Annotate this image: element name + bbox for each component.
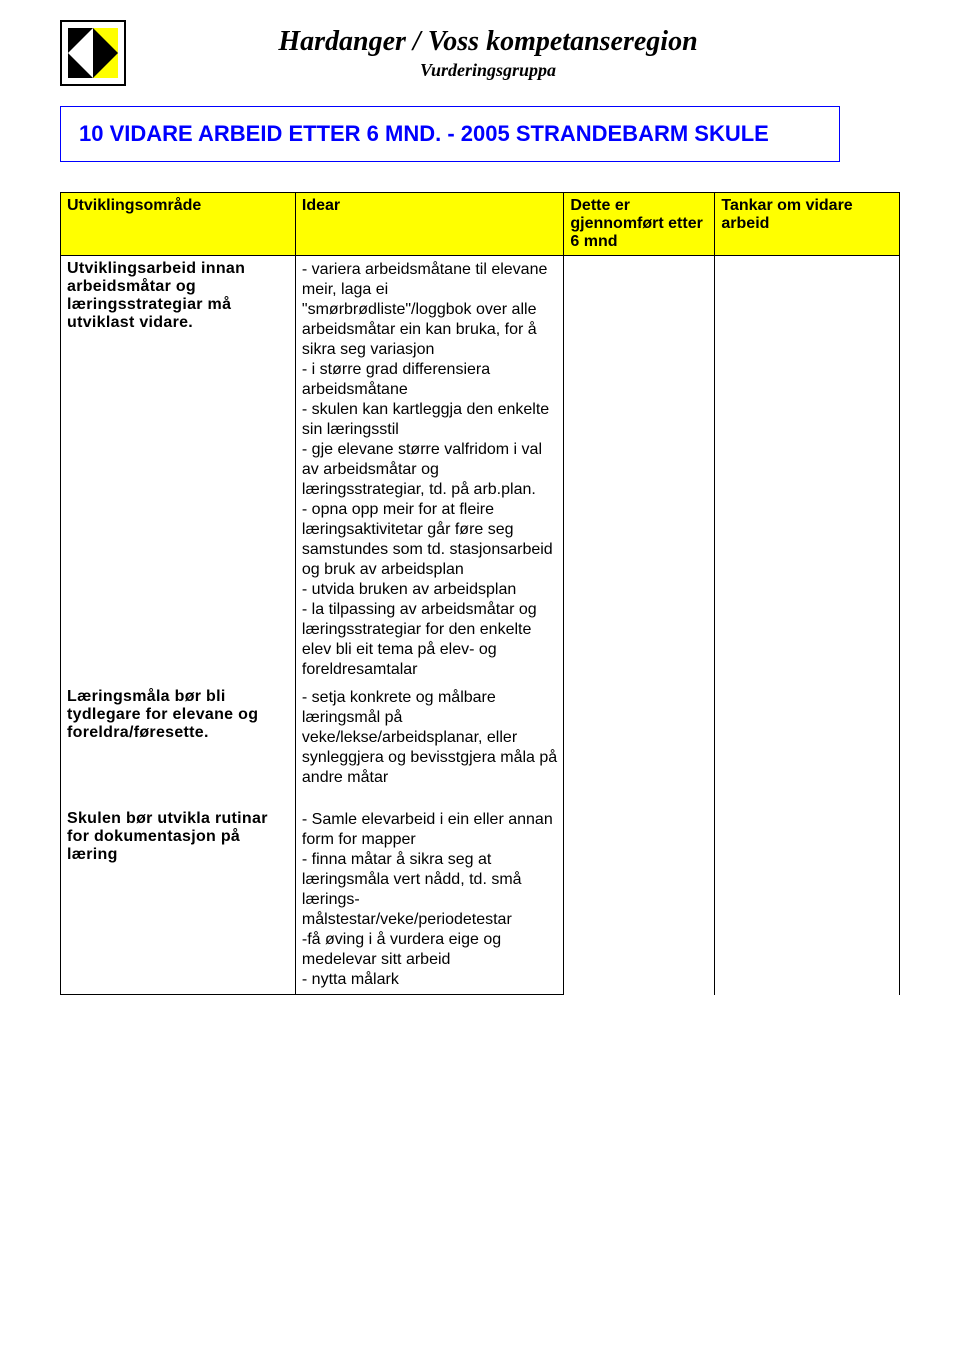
row-gjennomfort — [564, 256, 715, 995]
row-label: Læringsmåla bør bli tydlegare for elevan… — [61, 684, 296, 792]
row-tankar — [715, 256, 900, 995]
col-header-utviklingsomrade: Utviklingsområde — [61, 193, 296, 256]
row-label: Utviklingsarbeid innan arbeidsmåtar og l… — [61, 256, 296, 685]
logo — [60, 20, 126, 86]
document-header: Hardanger / Voss kompetanseregion Vurder… — [60, 20, 900, 86]
col-header-tankar: Tankar om vidare arbeid — [715, 193, 900, 256]
row-idear: - variera arbeidsmåtane til elevane meir… — [295, 256, 563, 685]
table-header-row: Utviklingsområde Idear Dette er gjennomf… — [61, 193, 900, 256]
title-box: 10 VIDARE ARBEID ETTER 6 MND. - 2005 STR… — [60, 106, 840, 162]
title-box-text: 10 VIDARE ARBEID ETTER 6 MND. - 2005 STR… — [79, 121, 769, 146]
row-idear: - Samle elevarbeid i ein eller annan for… — [295, 792, 563, 995]
table-row: Utviklingsarbeid innan arbeidsmåtar og l… — [61, 256, 900, 685]
header-text-block: Hardanger / Voss kompetanseregion Vurder… — [196, 20, 780, 81]
row-idear: - setja konkrete og målbare læringsmål p… — [295, 684, 563, 792]
col-header-idear: Idear — [295, 193, 563, 256]
page: Hardanger / Voss kompetanseregion Vurder… — [0, 0, 960, 1035]
header-subtitle: Vurderingsgruppa — [196, 60, 780, 81]
header-title: Hardanger / Voss kompetanseregion — [196, 26, 780, 58]
row-label: Skulen bør utvikla rutinar for dokumenta… — [61, 792, 296, 995]
col-header-gjennomfort: Dette er gjennomført etter 6 mnd — [564, 193, 715, 256]
main-table: Utviklingsområde Idear Dette er gjennomf… — [60, 192, 900, 995]
